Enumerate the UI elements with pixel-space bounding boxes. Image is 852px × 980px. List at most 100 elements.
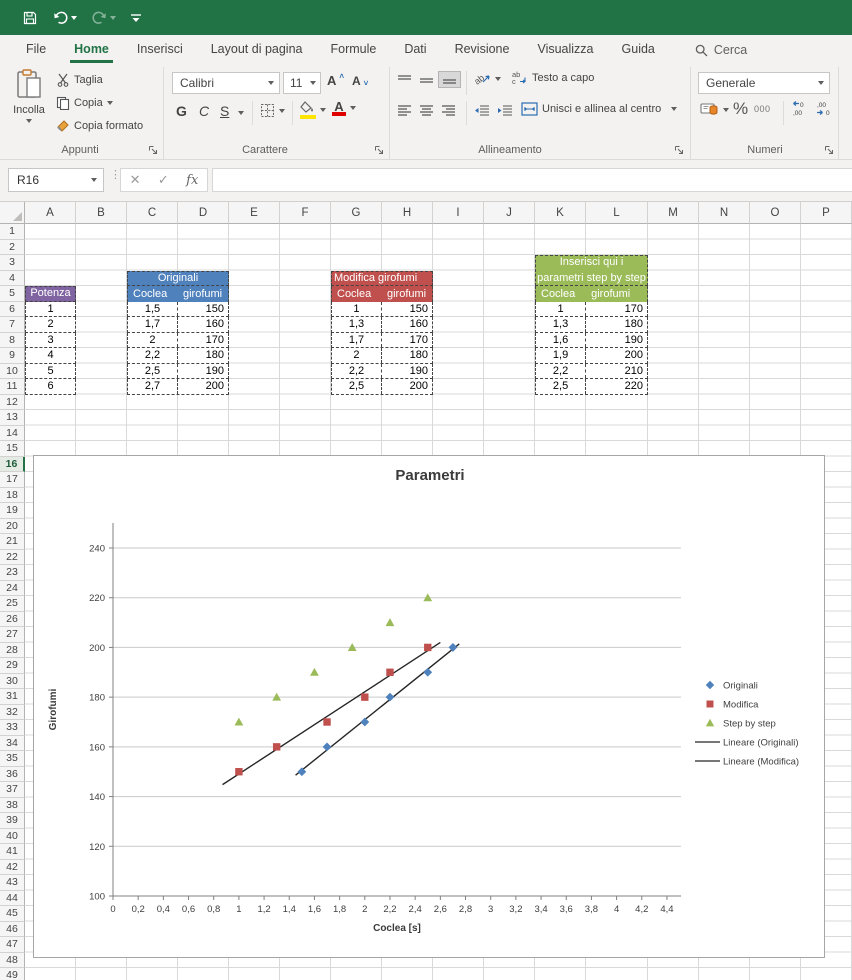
row-header-10[interactable]: 10 — [0, 363, 25, 379]
col-header-M[interactable]: M — [648, 202, 699, 224]
row-header-7[interactable]: 7 — [0, 317, 25, 333]
row-header-12[interactable]: 12 — [0, 394, 25, 410]
row-header-3[interactable]: 3 — [0, 255, 25, 271]
col-header-O[interactable]: O — [750, 202, 801, 224]
row-header-35[interactable]: 35 — [0, 751, 25, 767]
col-header-E[interactable]: E — [229, 202, 280, 224]
col-header-A[interactable]: A — [25, 202, 76, 224]
borders-button[interactable] — [260, 103, 285, 118]
decrease-indent-icon[interactable] — [474, 104, 490, 117]
row-header-20[interactable]: 20 — [0, 518, 25, 534]
underline-button[interactable]: S — [220, 103, 229, 119]
format-painter-button[interactable]: Copia formato — [56, 119, 143, 133]
row-header-6[interactable]: 6 — [0, 301, 25, 317]
row-header-1[interactable]: 1 — [0, 224, 25, 240]
search-box[interactable]: Cerca — [695, 43, 747, 63]
align-bottom-icon[interactable] — [438, 71, 461, 88]
cell[interactable]: 1 — [536, 301, 587, 316]
row-header-48[interactable]: 48 — [0, 952, 25, 968]
row-header-21[interactable]: 21 — [0, 534, 25, 550]
row-header-26[interactable]: 26 — [0, 611, 25, 627]
tab-home[interactable]: Home — [60, 37, 123, 63]
cell[interactable]: 1,5 — [128, 301, 178, 316]
row-header-47[interactable]: 47 — [0, 937, 25, 953]
cell[interactable]: 2 — [128, 332, 178, 347]
tab-dati[interactable]: Dati — [404, 42, 427, 56]
row-header-27[interactable]: 27 — [0, 627, 25, 643]
col-header-K[interactable]: K — [535, 202, 586, 224]
accounting-format-button[interactable] — [700, 102, 729, 117]
cell[interactable]: 2 — [332, 348, 382, 363]
row-header-45[interactable]: 45 — [0, 906, 25, 922]
cell[interactable]: 180 — [205, 349, 224, 362]
col-header-C[interactable]: C — [127, 202, 178, 224]
col-header-N[interactable]: N — [699, 202, 750, 224]
tab-visualizza[interactable]: Visualizza — [537, 42, 594, 56]
cell[interactable]: 200 — [205, 380, 224, 393]
row-header-18[interactable]: 18 — [0, 487, 25, 503]
cell[interactable]: 220 — [624, 380, 643, 393]
cell[interactable]: 210 — [624, 364, 643, 377]
customize-quick-access-icon[interactable] — [130, 11, 142, 25]
chart-object[interactable]: Parametri 0 0,2 0,4 0,6 0,8 1 1,2 1,4 1,6 1,8 2 2,2 2… — [33, 455, 825, 958]
tab-inserisci[interactable]: Inserisci — [136, 42, 183, 56]
fill-color-button[interactable] — [300, 101, 326, 119]
row-header-11[interactable]: 11 — [0, 379, 25, 395]
increase-indent-icon[interactable] — [497, 104, 513, 117]
cancel-icon[interactable]: ✕ — [129, 172, 141, 187]
cell[interactable]: 2,2 — [128, 348, 178, 363]
row-header-13[interactable]: 13 — [0, 410, 25, 426]
row-header-31[interactable]: 31 — [0, 689, 25, 705]
cell[interactable]: 150 — [205, 302, 224, 315]
cell[interactable]: 190 — [624, 333, 643, 346]
italic-button[interactable]: C — [199, 103, 209, 119]
column-header-coclea[interactable]: Coclea — [133, 287, 168, 300]
tab-layout-di-pagina[interactable]: Layout di pagina — [210, 42, 303, 56]
row-header-30[interactable]: 30 — [0, 673, 25, 689]
row-header-16[interactable]: 16 — [0, 456, 25, 472]
cell[interactable]: 2 — [47, 318, 54, 331]
number-dialog-launcher-icon[interactable] — [824, 145, 834, 155]
cell[interactable]: 150 — [409, 302, 428, 315]
row-header-14[interactable]: 14 — [0, 425, 25, 441]
column-header-girofumi[interactable]: girofumi — [591, 287, 631, 300]
row-header-42[interactable]: 42 — [0, 859, 25, 875]
row-header-32[interactable]: 32 — [0, 704, 25, 720]
row-header-5[interactable]: 5 — [0, 286, 25, 302]
row-header-41[interactable]: 41 — [0, 844, 25, 860]
select-all-corner[interactable] — [0, 202, 25, 224]
bold-button[interactable]: G — [176, 103, 187, 119]
cell[interactable]: 2,5 — [332, 379, 382, 394]
row-header-4[interactable]: 4 — [0, 270, 25, 286]
cell[interactable]: 170 — [624, 302, 643, 315]
cell[interactable]: 2,2 — [332, 363, 382, 378]
col-header-D[interactable]: D — [178, 202, 229, 224]
cell[interactable]: 180 — [624, 318, 643, 331]
cell[interactable]: 1,7 — [128, 317, 178, 332]
table-step-by-step-title[interactable]: Inserisci qui i parametri step by step — [535, 255, 648, 286]
cell[interactable]: 1,9 — [536, 348, 587, 363]
number-format-select[interactable]: Generale — [698, 72, 830, 94]
cell[interactable]: 1,3 — [536, 317, 587, 332]
row-header-33[interactable]: 33 — [0, 720, 25, 736]
font-dialog-launcher-icon[interactable] — [374, 145, 384, 155]
table-modifica-title[interactable]: Modifica girofumi — [331, 270, 433, 286]
row-header-15[interactable]: 15 — [0, 441, 25, 457]
increase-font-icon[interactable]: A ˄ — [327, 72, 345, 88]
cell[interactable]: 2,5 — [536, 379, 587, 394]
copy-button[interactable]: Copia — [56, 96, 113, 110]
align-left-icon[interactable] — [397, 104, 412, 117]
formula-bar-splitter[interactable]: ⋮ — [110, 169, 121, 181]
tab-revisione[interactable]: Revisione — [454, 42, 510, 56]
cell[interactable]: 2,5 — [128, 363, 178, 378]
row-header-22[interactable]: 22 — [0, 549, 25, 565]
table-potenza-title[interactable]: Potenza — [25, 286, 76, 302]
orientation-button[interactable]: ab — [474, 71, 501, 87]
formula-input[interactable] — [212, 168, 852, 192]
cell[interactable]: 190 — [409, 364, 428, 377]
undo-button[interactable] — [52, 10, 77, 26]
col-header-L[interactable]: L — [586, 202, 648, 224]
row-header-28[interactable]: 28 — [0, 642, 25, 658]
cell[interactable]: 3 — [47, 333, 54, 346]
col-header-F[interactable]: F — [280, 202, 331, 224]
